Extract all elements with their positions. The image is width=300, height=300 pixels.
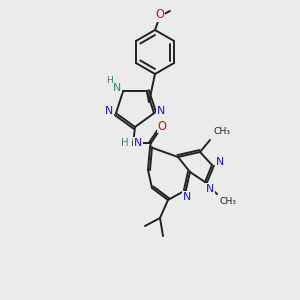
Text: O: O [155,8,164,22]
Text: N: N [216,157,224,167]
Text: H: H [106,76,113,85]
Text: N: N [134,138,142,148]
Text: N: N [105,106,113,116]
Text: H: H [121,138,129,148]
Text: N: N [183,192,191,202]
Text: O: O [158,119,166,133]
Text: N: N [206,184,214,194]
Text: CH₃: CH₃ [220,197,237,206]
Text: CH₃: CH₃ [213,128,230,136]
Text: N: N [113,83,122,93]
Text: N: N [157,106,165,116]
